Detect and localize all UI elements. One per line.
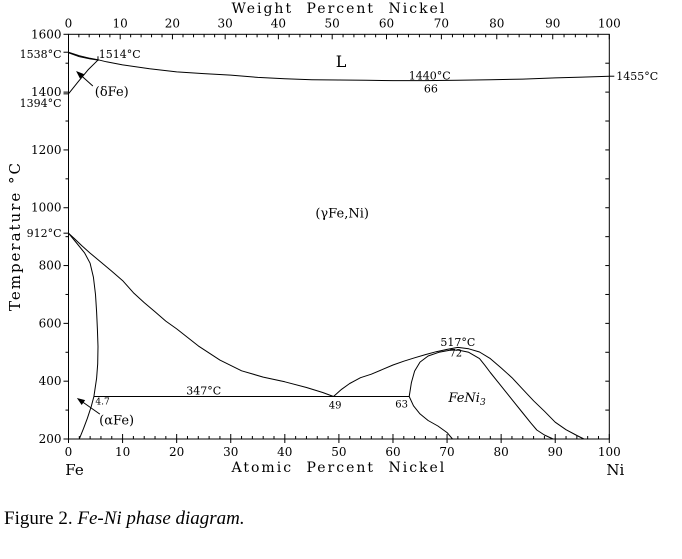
top-tick-label: 100 <box>598 16 621 30</box>
left-special-label: 912°C <box>27 227 62 240</box>
annotation-feni: (γFe,Ni) <box>315 206 369 221</box>
annotation-1440c: 1440°C <box>409 70 451 83</box>
top-tick-label: 70 <box>434 16 449 30</box>
bottom-tick-label: 90 <box>548 445 563 459</box>
bottom-tick-label: 0 <box>65 445 73 459</box>
ni-endpoint-label: Ni <box>606 461 624 479</box>
left-special-label: 1538°C <box>20 48 62 61</box>
top-tick-label: 10 <box>113 16 128 30</box>
left-tick-label: 200 <box>39 432 62 446</box>
bottom-tick-label: 10 <box>115 445 130 459</box>
curve-gamma-solvus <box>68 232 334 397</box>
caption-label: Figure 2. <box>4 508 78 529</box>
curve-delta-solidus <box>68 52 98 61</box>
annotation-feni: FeNi3 <box>447 391 486 408</box>
left-tick-label: 1000 <box>31 201 62 215</box>
annotation-347c: 347°C <box>186 385 221 398</box>
curve-liquidus-solidus <box>68 51 610 82</box>
curve-feni3-dome-inner <box>408 349 554 440</box>
left-axis-title: Temperature °C <box>6 161 24 311</box>
bottom-tick-label: 100 <box>598 445 621 459</box>
annotation-66: 66 <box>424 82 438 95</box>
bottom-axis-title: Atomic Percent Nickel <box>231 460 447 476</box>
top-tick-label: 80 <box>489 16 504 30</box>
top-axis-title: Weight Percent Nickel <box>231 1 446 17</box>
annotation-47: 4.7 <box>95 397 110 407</box>
annotation-fe: (αFe) <box>99 413 134 428</box>
curve-feni3-left-boundary <box>408 396 453 440</box>
left-tick-label: 400 <box>39 374 62 388</box>
top-tick-label: 60 <box>379 16 394 30</box>
left-tick-label: 800 <box>39 259 62 273</box>
left-tick-label: 600 <box>39 316 62 330</box>
left-tick-label: 1600 <box>31 27 62 41</box>
caption-title: Fe-Ni phase diagram. <box>77 508 245 529</box>
curve-delta-gamma-boundary <box>68 59 99 95</box>
annotation-l: L <box>336 52 347 71</box>
top-tick-label: 90 <box>545 16 560 30</box>
right-special-label: 1455°C <box>616 70 658 83</box>
bottom-tick-label: 80 <box>493 445 508 459</box>
figure-caption: Figure 2. Fe-Ni phase diagram. <box>4 508 245 530</box>
top-tick-label: 0 <box>65 16 73 30</box>
bottom-tick-label: 20 <box>169 445 184 459</box>
top-tick-label: 50 <box>325 16 340 30</box>
bottom-tick-label: 40 <box>277 445 292 459</box>
bottom-tick-label: 60 <box>385 445 400 459</box>
left-tick-label: 1200 <box>31 143 62 157</box>
curve-alpha-solvus-upper <box>68 232 99 397</box>
phase-diagram-figure: 0 10 20 30 40 50 60 70 80 90 100 Weight Percent Nic… <box>6 1 658 479</box>
bottom-tick-label: 30 <box>223 445 238 459</box>
fe-endpoint-label: Fe <box>65 461 84 479</box>
annotation-49: 49 <box>329 401 342 412</box>
delta-fe-arrow-head <box>76 71 85 79</box>
bottom-tick-label: 70 <box>439 445 454 459</box>
curve-feni3-dome-outer <box>333 346 585 440</box>
annotation-517c: 517°C <box>440 336 475 349</box>
bottom-tick-label: 50 <box>331 445 346 459</box>
annotation-1514c: 1514°C <box>99 48 141 61</box>
top-tick-label: 40 <box>271 16 286 30</box>
alpha-fe-arrow-head <box>76 397 86 406</box>
left-tick-label: 1400 <box>31 85 62 99</box>
curve-alpha-solvus-lower <box>78 396 95 440</box>
top-tick-label: 30 <box>218 16 233 30</box>
left-special-label: 1394°C <box>20 97 62 110</box>
annotation-72: 72 <box>449 349 462 360</box>
alpha-fe-arrow-line <box>79 399 101 415</box>
annotation-63: 63 <box>395 400 408 411</box>
top-tick-label: 20 <box>165 16 180 30</box>
annotation-fe: (δFe) <box>95 85 129 100</box>
plot-border <box>68 33 610 440</box>
